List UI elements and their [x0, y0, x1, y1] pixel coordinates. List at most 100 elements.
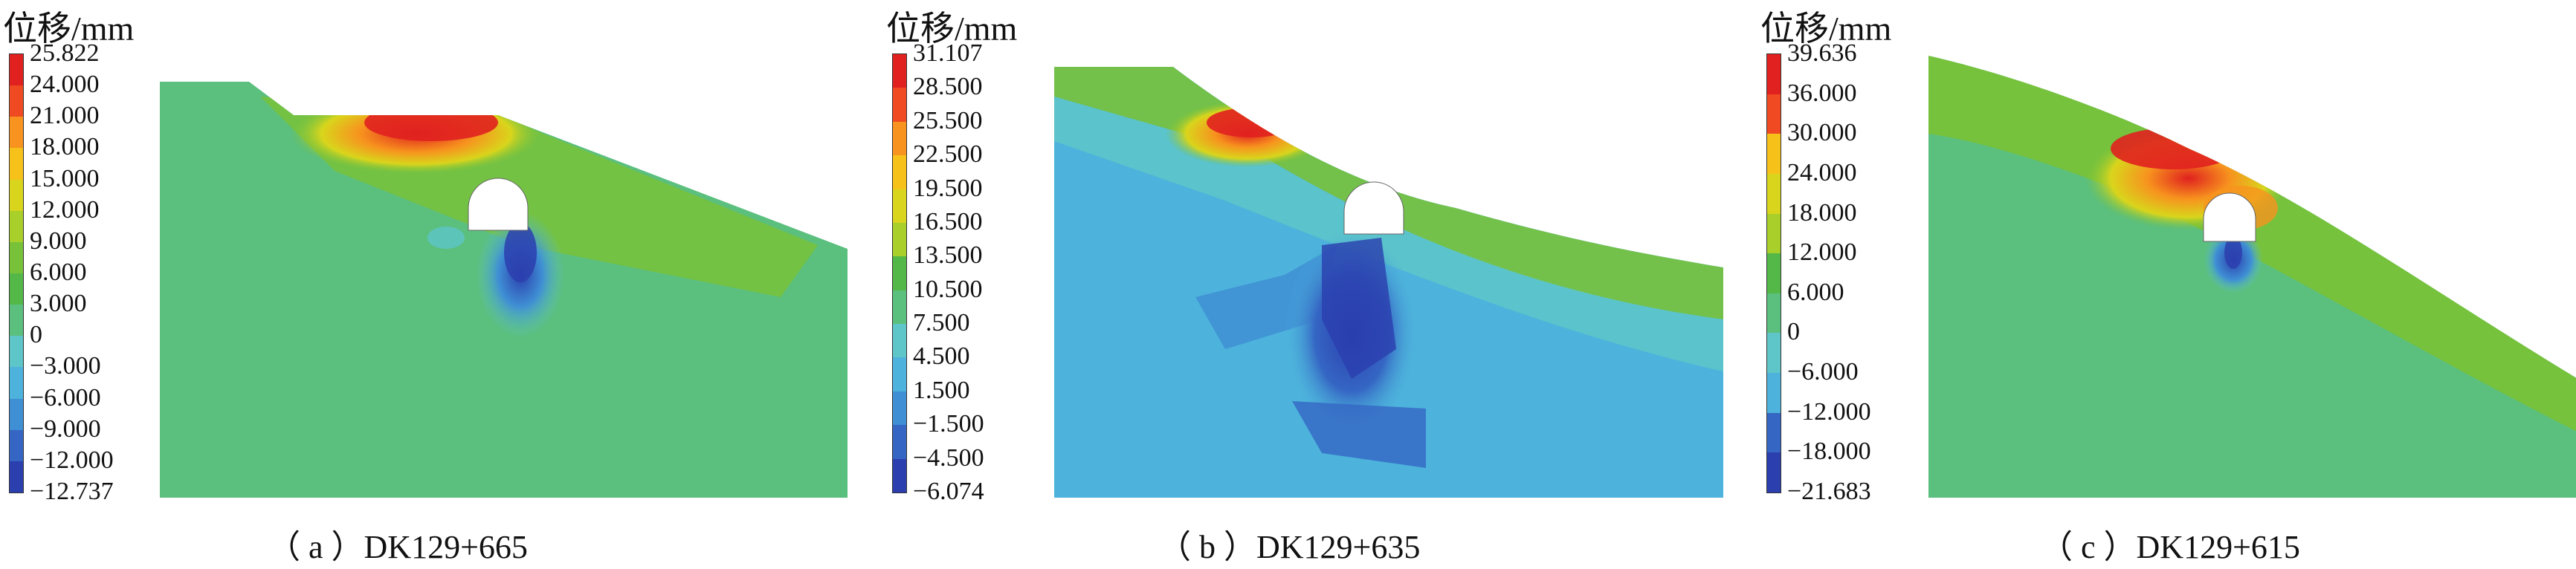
legend-unit-title: 位移/mm	[3, 10, 135, 48]
panel-b: 位移/mm 31.107 28.500 25.500 22.500 19.500 16.5…	[883, 0, 1742, 569]
legend-color-segment	[1767, 333, 1781, 374]
legend-tick-label: 22.500	[913, 140, 983, 169]
legend-color-segment	[10, 148, 23, 181]
legend-color-segment	[10, 429, 23, 462]
legend-color-segment	[1767, 94, 1781, 135]
legend-tick-label: −12.737	[30, 478, 114, 505]
legend-color-segment	[1767, 134, 1781, 175]
legend-labels: 31.107 28.500 25.500 22.500 19.500 16.500 13.5…	[913, 41, 1039, 504]
legend-color-segment	[893, 256, 906, 291]
legend-color-segment	[893, 121, 906, 157]
legend-tick-label: 12.000	[30, 195, 100, 224]
legend-color-segment	[893, 391, 906, 426]
legend-tick-label: 21.000	[30, 102, 100, 130]
legend-color-segment	[1767, 213, 1781, 255]
legend-color-segment	[10, 117, 23, 149]
legend-tick-label: −18.000	[1787, 438, 1871, 466]
legend-color-segment	[893, 290, 906, 325]
color-legend-bar	[9, 53, 24, 493]
legend-tick-label: −6.074	[913, 478, 984, 505]
legend-tick-label: 6.000	[30, 259, 87, 286]
legend-color-segment	[10, 305, 23, 337]
legend-tick-label: 1.500	[913, 376, 970, 404]
legend-tick-label: 16.500	[913, 207, 983, 235]
color-legend-bar	[892, 53, 907, 493]
legend-tick-label: 31.107	[913, 39, 983, 67]
legend-tick-label: 18.000	[1787, 198, 1857, 227]
legend-color-segment	[1767, 373, 1781, 414]
legend-color-segment	[1767, 412, 1781, 454]
legend-color-segment	[893, 54, 906, 89]
legend-color-segment	[893, 425, 906, 460]
legend-tick-label: −6.000	[30, 383, 101, 412]
displacement-contour-b	[1054, 67, 1723, 498]
panel-c: 位移/mm 39.636 36.000 30.000 24.000 18.000 12.0…	[1757, 0, 2576, 569]
legend-tick-label: −6.000	[1787, 358, 1859, 386]
legend-color-segment	[1767, 452, 1781, 492]
legend-color-segment	[1767, 253, 1781, 294]
legend-tick-label: −3.000	[30, 352, 101, 380]
legend-color-segment	[10, 241, 23, 274]
legend-tick-label: −1.500	[913, 410, 984, 438]
legend-tick-label: 0	[1787, 318, 1800, 346]
legend-color-segment	[10, 54, 23, 87]
legend-tick-label: 6.000	[1787, 278, 1844, 306]
legend-color-segment	[893, 324, 906, 359]
legend-tick-label: 15.000	[30, 164, 100, 192]
legend-tick-label: 30.000	[1787, 119, 1857, 147]
displacement-contour-a	[160, 82, 848, 498]
panel-caption: （ a ）DK129+665	[268, 529, 528, 565]
legend-tick-label: 0	[30, 321, 42, 349]
legend-labels: 25.822 24.000 21.000 18.000 15.000 12.000 9.00…	[30, 41, 156, 504]
legend-tick-label: 28.500	[913, 73, 983, 101]
legend-tick-label: 19.500	[913, 174, 983, 202]
legend-tick-label: 7.500	[913, 309, 970, 337]
legend-tick-label: 12.000	[1787, 238, 1857, 267]
legend-tick-label: −21.683	[1787, 478, 1871, 505]
legend-color-segment	[10, 210, 23, 243]
legend-color-segment	[1767, 54, 1781, 95]
legend-color-segment	[10, 398, 23, 431]
legend-unit-title: 位移/mm	[886, 10, 1018, 48]
legend-color-segment	[10, 273, 23, 306]
legend-tick-label: −12.000	[1787, 397, 1871, 426]
legend-color-segment	[893, 189, 906, 224]
legend-tick-label: 4.500	[913, 342, 970, 371]
legend-color-segment	[10, 461, 23, 492]
color-legend-bar	[1766, 53, 1781, 493]
panel-a: 位移/mm 25.822 24.000 21.000 18.000 15.000 12.0…	[0, 0, 859, 569]
legend-labels: 39.636 36.000 30.000 24.000 18.000 12.000 6.00…	[1787, 41, 1914, 504]
legend-tick-label: 39.636	[1787, 39, 1857, 67]
legend-unit-title: 位移/mm	[1760, 10, 1892, 48]
legend-tick-label: 13.500	[913, 241, 983, 270]
legend-color-segment	[10, 367, 23, 400]
tunnel-opening	[2203, 192, 2256, 242]
tunnel-opening	[1343, 181, 1404, 235]
legend-color-segment	[1767, 293, 1781, 334]
legend-tick-label: −9.000	[30, 414, 101, 443]
legend-color-segment	[1767, 173, 1781, 215]
legend-tick-label: 24.000	[1787, 158, 1857, 186]
legend-tick-label: −4.500	[913, 443, 984, 472]
legend-tick-label: 18.000	[30, 133, 100, 161]
legend-tick-label: 25.500	[913, 106, 983, 134]
legend-tick-label: 9.000	[30, 227, 87, 255]
legend-color-segment	[893, 357, 906, 392]
legend-color-segment	[10, 336, 23, 368]
tunnel-opening	[468, 178, 529, 231]
legend-tick-label: 3.000	[30, 290, 87, 318]
legend-tick-label: 10.500	[913, 275, 983, 303]
panel-caption: （ c ）DK129+615	[2040, 529, 2300, 565]
legend-color-segment	[893, 88, 906, 123]
legend-color-segment	[10, 179, 23, 212]
legend-color-segment	[893, 458, 906, 492]
panel-caption: （ b ）DK129+635	[1158, 529, 1421, 565]
legend-color-segment	[10, 85, 23, 118]
legend-tick-label: −12.000	[30, 446, 114, 474]
legend-tick-label: 25.822	[30, 39, 100, 67]
legend-tick-label: 36.000	[1787, 79, 1857, 107]
legend-tick-label: 24.000	[30, 71, 100, 99]
legend-color-segment	[893, 155, 906, 190]
displacement-contour-c	[1928, 56, 2576, 498]
legend-color-segment	[893, 222, 906, 258]
